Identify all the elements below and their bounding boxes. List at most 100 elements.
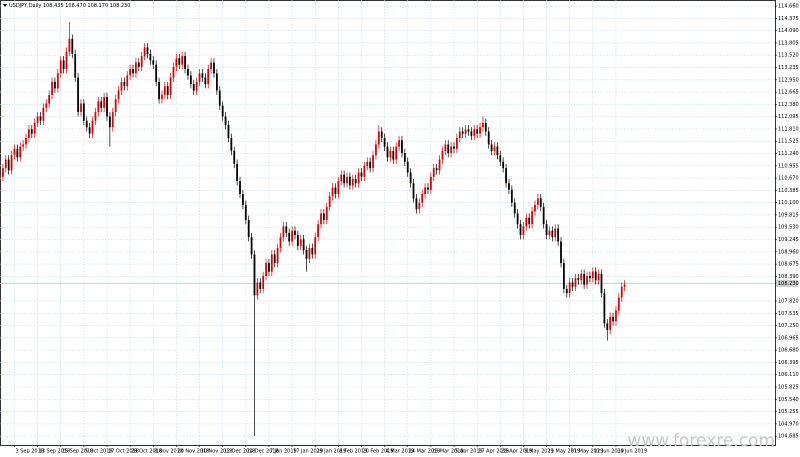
x-tick-label: 17 Jan 2019 <box>293 449 323 455</box>
candle-body <box>45 103 48 108</box>
candle-body <box>531 211 533 225</box>
candle-body <box>7 159 10 171</box>
candle-body <box>204 77 207 85</box>
candle-body <box>172 66 175 78</box>
candle-body <box>299 239 302 246</box>
candle-body <box>409 172 412 184</box>
candle-body <box>108 116 111 128</box>
candle-body <box>403 153 406 162</box>
candle-body <box>563 263 565 289</box>
x-tick-label: 26 Mar 2019 <box>432 449 464 455</box>
candle-body <box>580 273 583 281</box>
candle-body <box>135 62 137 74</box>
candle-body <box>56 73 59 89</box>
candle-body <box>215 73 218 91</box>
candle-body <box>210 62 212 69</box>
candle-body <box>369 161 372 169</box>
candle-body <box>265 263 267 276</box>
candle-body <box>132 68 134 74</box>
candle-body <box>528 217 531 225</box>
x-tick-label: 12 Jun 2019 <box>594 449 624 455</box>
candle-body <box>221 105 224 117</box>
candle-body <box>548 230 551 236</box>
y-tick-label: 106.110 <box>778 372 799 378</box>
candle-body <box>427 187 429 190</box>
candle-body <box>166 86 169 95</box>
axis-labels: 114.660 114.375 114.090 113.805 113.520 113.2… <box>14 4 799 455</box>
candle-body <box>456 137 458 149</box>
candle-body <box>510 189 513 203</box>
candle-body <box>198 73 201 82</box>
candle-body <box>453 146 455 149</box>
candle-body <box>276 247 279 264</box>
candle-body <box>534 204 536 212</box>
candle-body <box>502 161 505 169</box>
candle-body <box>467 129 470 132</box>
candle-body <box>259 282 262 289</box>
candle-body <box>42 107 45 121</box>
candle-body <box>314 237 317 255</box>
candle-body <box>25 137 27 145</box>
candle-body <box>325 206 328 220</box>
candle-body <box>583 273 586 285</box>
candle-body <box>343 174 346 184</box>
candle-body <box>479 127 481 134</box>
x-tick-label: 4 Mar 2019 <box>386 449 415 455</box>
candle-body <box>586 275 588 285</box>
candle-body <box>577 278 580 281</box>
candle-body <box>74 53 77 78</box>
candle-body <box>493 146 496 151</box>
candle-body <box>140 56 143 67</box>
candle-body <box>33 122 36 134</box>
x-tick-label: 12 Dec 2018 <box>224 449 256 455</box>
candle-body <box>4 159 7 169</box>
candle-body <box>181 56 184 65</box>
candle-body <box>380 131 383 138</box>
candle-body <box>10 155 13 171</box>
candle-body <box>91 120 94 134</box>
candle-body <box>346 176 348 184</box>
candle-body <box>126 75 129 87</box>
last-price-label: 108.230 <box>778 281 799 287</box>
candle-body <box>360 172 363 177</box>
candle-body <box>536 198 539 205</box>
y-tick-label: 104.685 <box>778 434 799 440</box>
candle-body <box>372 155 374 169</box>
candle-body <box>39 116 42 121</box>
candle-body <box>432 168 435 177</box>
candle-body <box>163 86 166 95</box>
candle-body <box>242 194 244 205</box>
candle-body <box>54 81 56 89</box>
candle-body <box>424 187 426 195</box>
candle-body <box>612 316 614 322</box>
candle-body <box>375 144 377 156</box>
candle-body <box>617 297 620 311</box>
y-tick-label: 108.675 <box>778 262 799 268</box>
candle-body <box>36 116 39 123</box>
candle-body <box>146 47 149 54</box>
candle-body <box>111 112 114 128</box>
candle-body <box>560 241 562 264</box>
y-tick-label: 113.805 <box>778 40 799 46</box>
y-tick-label: 110.385 <box>778 188 799 194</box>
candle-body <box>143 47 146 57</box>
candle-body <box>195 81 198 91</box>
candle-body <box>519 224 522 236</box>
candle-body <box>97 101 100 113</box>
candle-body <box>207 68 210 85</box>
x-tick-label: 29 Apr 2019 <box>501 449 532 455</box>
x-tick-label: 24 Dec 2018 <box>247 449 279 455</box>
candle-body <box>155 64 158 82</box>
candle-body <box>444 144 447 151</box>
candle-body <box>398 140 400 147</box>
candle-body <box>349 176 351 186</box>
candle-body <box>389 150 392 158</box>
candle-body <box>106 97 108 117</box>
candle-body <box>48 94 51 104</box>
candle-body <box>377 131 380 145</box>
candle-body <box>496 146 499 156</box>
x-tick-label: 20 Nov 2018 <box>177 449 209 455</box>
y-tick-label: 106.965 <box>778 335 799 341</box>
candle-body <box>473 129 476 136</box>
